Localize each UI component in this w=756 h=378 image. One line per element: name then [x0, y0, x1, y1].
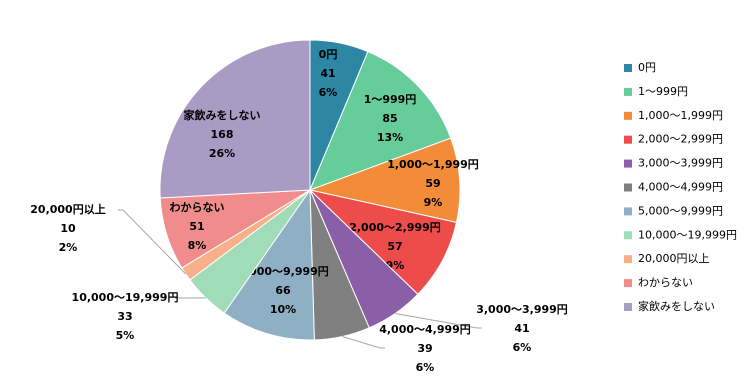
legend-swatch — [624, 183, 632, 192]
data-label-value: 39 — [417, 342, 432, 355]
legend-label: 3,000～3,999円 — [638, 157, 723, 170]
leader-line — [118, 209, 187, 275]
data-label-value: 41 — [514, 322, 529, 335]
data-label-percent: 6% — [513, 341, 532, 354]
data-label-value: 59 — [425, 177, 440, 190]
data-label-percent: 26% — [209, 147, 235, 160]
legend-swatch — [624, 87, 632, 96]
legend-label: 1,000～1,999円 — [638, 109, 723, 122]
legend-swatch — [624, 303, 632, 311]
data-label-percent: 2% — [59, 241, 78, 254]
data-label-value: 57 — [387, 240, 402, 253]
legend-label: 2,000～2,999円 — [638, 133, 723, 146]
data-label-percent: 13% — [377, 131, 403, 144]
data-label-value: 33 — [117, 310, 132, 323]
data-label-category: 4,000～4,999円 — [379, 323, 471, 336]
data-label-category: 0円 — [319, 48, 338, 61]
leader-line — [342, 335, 385, 349]
data-label-percent: 9% — [424, 196, 443, 209]
data-label-percent: 8% — [188, 239, 207, 252]
data-label-percent: 6% — [319, 86, 338, 99]
legend-swatch — [624, 207, 632, 216]
legend-swatch — [624, 64, 632, 72]
legend-swatch — [624, 255, 632, 264]
legend-swatch — [624, 231, 632, 240]
leader-line — [395, 312, 482, 329]
legend-label: 家飲みをしない — [638, 299, 715, 313]
data-label-category: わからない — [170, 201, 225, 214]
data-label-category: 家飲みをしない — [184, 108, 261, 122]
legend-swatch — [624, 279, 632, 288]
data-label-percent: 5% — [116, 329, 135, 342]
pie-slice — [308, 137, 461, 223]
legend-label: 4,000～4,999円 — [638, 181, 723, 194]
data-label-percent: 10% — [270, 303, 296, 316]
data-label-category: 20,000円以上 — [30, 202, 105, 216]
pie-slice — [223, 188, 315, 341]
data-label-category: 5,000～9,999円 — [237, 265, 329, 278]
data-label-category: 2,000～2,999円 — [349, 221, 441, 234]
legend-label: 5,000～9,999円 — [638, 204, 723, 217]
data-label-category: 1,000～1,999円 — [387, 158, 479, 171]
data-label-value: 85 — [382, 112, 397, 125]
data-label-category: 1～999円 — [364, 93, 417, 106]
legend-label: 1～999円 — [638, 85, 688, 98]
data-label-value: 66 — [275, 284, 291, 297]
data-label-category: 10,000～19,999円 — [72, 291, 179, 304]
data-label-value: 51 — [189, 220, 204, 233]
pie-slice — [159, 39, 311, 199]
data-label-value: 10 — [60, 222, 76, 235]
legend-label: 20,000円以上 — [638, 252, 710, 265]
pie-slice — [308, 189, 458, 295]
legend-swatch — [624, 135, 632, 144]
legend-swatch — [624, 159, 632, 168]
pie-slice — [309, 50, 452, 191]
legend-label: 10,000～19,999円 — [638, 228, 737, 241]
data-label-category: 3,000～3,999円 — [476, 303, 568, 316]
data-label-value: 168 — [211, 128, 234, 141]
legend-label: 0円 — [638, 61, 656, 74]
legend-label: わからない — [638, 276, 693, 289]
legend-swatch — [624, 111, 632, 120]
data-label-value: 41 — [320, 67, 335, 80]
data-label-percent: 6% — [416, 361, 435, 374]
